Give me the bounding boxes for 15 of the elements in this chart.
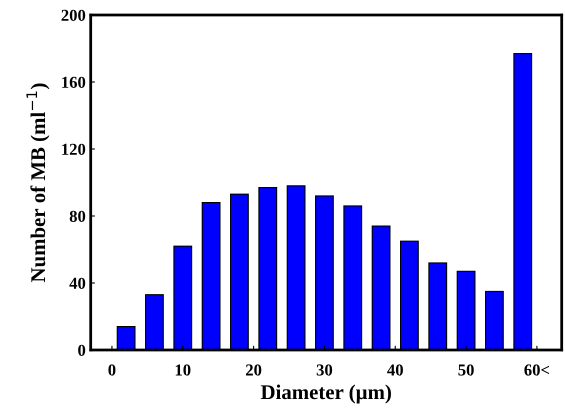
x-tick-label: 30 — [316, 364, 332, 376]
x-tick-label: 50 — [458, 364, 474, 376]
x-tick-label: 40 — [387, 364, 403, 376]
x-tick-label: 20 — [246, 364, 262, 376]
x-tick-label: 60< — [524, 364, 550, 376]
y-tick-label: 0 — [78, 344, 86, 356]
y-axis-title: Number of MB (ml$^{−1}$) — [26, 84, 50, 282]
y-tick-label: 200 — [62, 10, 86, 21]
y-tick-label: 80 — [70, 210, 86, 222]
x-tick-label: 0 — [108, 364, 116, 376]
x-tick-label: 10 — [176, 364, 190, 376]
y-tick-label: 160 — [62, 76, 86, 88]
x-axis-title: Diameter (µm) — [260, 384, 391, 404]
y-tick-label: 120 — [62, 144, 86, 155]
y-tick-label: 40 — [69, 278, 86, 289]
